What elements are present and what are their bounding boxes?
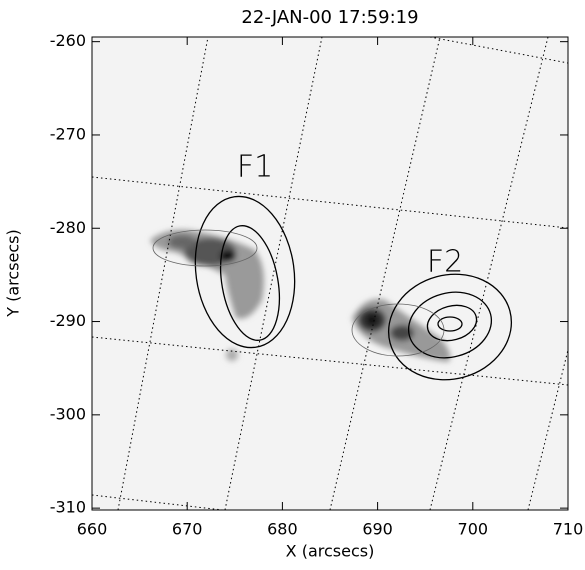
image-background — [92, 37, 568, 510]
x-axis-label: X (arcsecs) — [286, 542, 375, 561]
y-tick-label: -260 — [50, 31, 86, 50]
y-axis-label: Y (arcsecs) — [4, 229, 23, 317]
x-tick-label: 660 — [77, 520, 108, 539]
chart-title: 22-JAN-00 17:59:19 — [241, 7, 418, 28]
x-tick-label: 670 — [172, 520, 203, 539]
annotation: F2 — [427, 245, 463, 280]
x-tick-label: 680 — [267, 520, 298, 539]
x-tick-label: 690 — [362, 520, 393, 539]
x-tick-label: 710 — [553, 520, 584, 539]
y-tick-label: -280 — [50, 218, 86, 237]
y-tick-label: -300 — [50, 404, 86, 423]
contours — [152, 195, 513, 381]
y-tick-label: -290 — [50, 311, 86, 330]
annotation: F1 — [237, 150, 273, 185]
plot-frame — [91, 36, 569, 511]
y-tick-label: -310 — [50, 498, 86, 517]
image-content — [92, 37, 568, 510]
y-tick-label: -270 — [50, 124, 86, 143]
heliographic-grid — [92, 37, 568, 510]
x-tick-label: 700 — [458, 520, 489, 539]
